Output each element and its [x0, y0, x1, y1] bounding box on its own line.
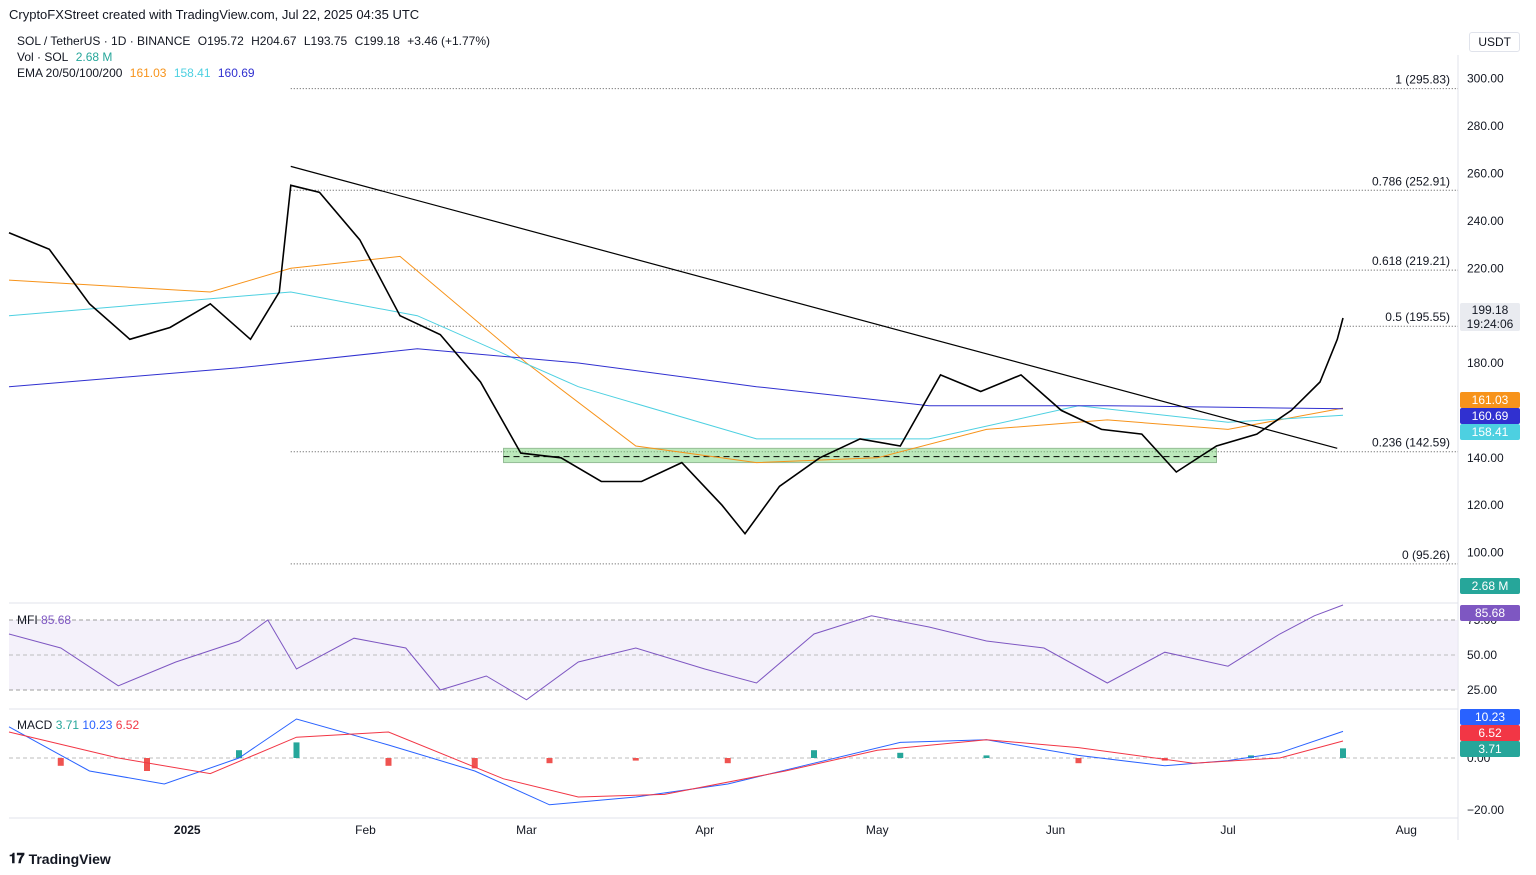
y-tick-3: 240.00 [1467, 214, 1504, 228]
macd-hist-bar-9 [811, 750, 817, 758]
x-tick-7: Aug [1396, 823, 1417, 837]
trendline-segment [290, 165, 1338, 449]
hist-tag: 3.71 [1460, 741, 1520, 757]
fib-label-2: 0.618 (219.21) [1372, 254, 1450, 268]
fib-label-3: 0.5 (195.55) [1385, 310, 1450, 324]
macd-legend[interactable]: MACD 3.71 10.23 6.52 [17, 718, 139, 732]
open-value: O195.72 [197, 34, 244, 48]
macd-hist-bar-12 [1075, 758, 1082, 764]
volume-value: 2.68 M [75, 50, 113, 64]
fib-levels: 1 (295.83) 0.786 (252.91) 0.618 (219.21) 0.… [290, 73, 1458, 565]
mfi-path [8, 604, 1344, 701]
ema50-line [8, 291, 1344, 440]
mfi-line [8, 604, 1344, 701]
support-rect [503, 447, 1217, 464]
ema100-tag: 160.69 [1460, 408, 1520, 424]
time-axis: 2025 Feb Mar Apr May Jun Jul Aug [174, 823, 1417, 837]
y-tick-4: 220.00 [1467, 261, 1504, 275]
ema20-tag: 161.03 [1460, 392, 1520, 408]
y-tick-2: 260.00 [1467, 166, 1504, 180]
macd-signal-value: 6.52 [115, 718, 140, 732]
x-tick-1: Feb [355, 823, 376, 837]
fib-label-1: 0.786 (252.91) [1372, 174, 1450, 188]
macd-hist-bar-8 [724, 758, 731, 764]
fib-label-0: 1 (295.83) [1395, 73, 1450, 87]
ema-label: EMA 20/50/100/200 [17, 66, 123, 80]
y-tick-1: 280.00 [1467, 119, 1504, 133]
volume-tag: 2.68 M [1460, 578, 1520, 594]
macd-hist-bar-10 [897, 752, 904, 758]
macd-hist-bar-1 [144, 758, 150, 771]
mfi-tag: 85.68 [1460, 605, 1520, 621]
macd-hist-bar-4 [385, 758, 392, 766]
currency-selector[interactable]: USDT [1469, 32, 1520, 52]
fib-label-5: 0 (95.26) [1402, 548, 1450, 562]
ema-lines [8, 255, 1344, 464]
x-tick-5: Jun [1046, 823, 1065, 837]
y-tick-7: 140.00 [1467, 451, 1504, 465]
macd-pane [8, 718, 1346, 806]
high-value: H204.67 [251, 34, 297, 48]
x-tick-3: Apr [695, 823, 714, 837]
ema50-value: 158.41 [173, 66, 211, 80]
x-tick-6: Jul [1220, 823, 1235, 837]
bar-countdown: 19:24:06 [1466, 317, 1514, 331]
volume-legend[interactable]: Vol · SOL 2.68 M [17, 50, 116, 64]
ema100-line [8, 348, 1344, 410]
trendline [290, 165, 1338, 449]
y-tick-8: 120.00 [1467, 498, 1504, 512]
macd-hist-bar-15 [1340, 748, 1346, 758]
macd-hist-bar-0 [57, 758, 64, 766]
mfi-tick-2: 25.00 [1467, 683, 1497, 697]
price-close-line [8, 184, 1344, 536]
x-tick-4: May [866, 823, 889, 837]
mfi-tick-1: 50.00 [1467, 648, 1497, 662]
price-axis-ticks: 300.00280.00260.00240.00220.00200.00180.… [1467, 72, 1504, 817]
tv-brand: TradingView [28, 850, 111, 867]
chart-credit: CryptoFXStreet created with TradingView.… [9, 7, 420, 22]
macd-hist-bar-5 [471, 758, 478, 769]
low-value: L193.75 [303, 34, 348, 48]
mfi-legend[interactable]: MFI 85.68 [17, 613, 71, 627]
price-path [8, 184, 1344, 536]
macd-hist-value: 3.71 [55, 718, 80, 732]
mfi-title: MFI [17, 613, 38, 627]
last-price: 199.18 [1471, 303, 1509, 317]
signal-line [8, 731, 1344, 798]
macd-line [8, 718, 1344, 806]
support-zone [503, 447, 1217, 464]
symbol-title[interactable]: SOL / TetherUS · 1D · BINANCE [17, 34, 191, 48]
volume-label: Vol · SOL [17, 50, 69, 64]
y-tick-6: 180.00 [1467, 356, 1504, 370]
y-tick-9: 100.00 [1467, 546, 1504, 560]
change-value: +3.46 (+1.77%) [407, 34, 491, 48]
ema100-value: 160.69 [217, 66, 255, 80]
fib-label-4: 0.236 (142.59) [1372, 436, 1450, 450]
macd-tick-1: −20.00 [1467, 803, 1504, 817]
close-value: C199.18 [354, 34, 400, 48]
ema20-line [8, 255, 1344, 464]
tradingview-logo[interactable]: 𝟏𝟕 TradingView [9, 850, 111, 867]
ema20-value: 161.03 [129, 66, 167, 80]
macd-hist-bar-2 [236, 750, 242, 758]
macd-hist-bar-3 [293, 742, 300, 758]
x-tick-0: 2025 [174, 823, 201, 837]
ema50-tag: 158.41 [1460, 424, 1520, 440]
macd-title: MACD [17, 718, 53, 732]
mfi-value: 85.68 [41, 613, 72, 627]
macd-hist-bar-7 [632, 758, 639, 761]
ema-legend[interactable]: EMA 20/50/100/200 161.03 158.41 160.69 [17, 66, 259, 80]
signal-tag: 6.52 [1460, 725, 1520, 741]
macd-hist-bar-6 [546, 758, 553, 764]
tv-icon: 𝟏𝟕 [9, 850, 25, 866]
macd-tag: 10.23 [1460, 709, 1520, 725]
macd-line-value: 10.23 [82, 718, 113, 732]
macd-hist-bar-11 [983, 755, 990, 758]
y-tick-0: 300.00 [1467, 72, 1504, 86]
x-tick-2: Mar [516, 823, 537, 837]
last-price-tag: 199.18 19:24:06 [1460, 303, 1520, 331]
symbol-legend: SOL / TetherUS · 1D · BINANCE O195.72 H2… [17, 34, 494, 48]
